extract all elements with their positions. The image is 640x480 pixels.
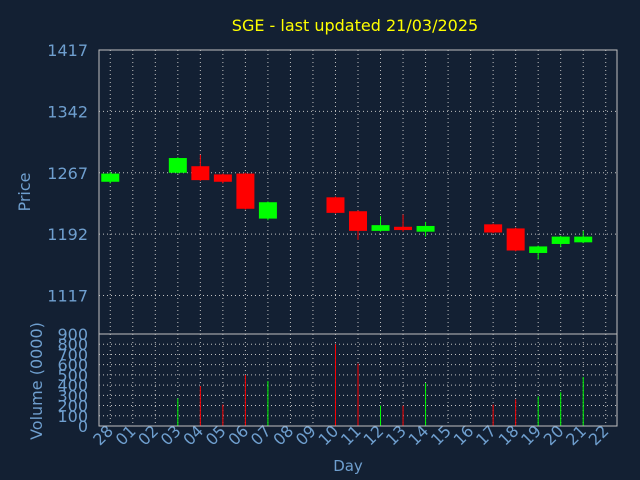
price-tick-label: 1192 bbox=[47, 225, 88, 244]
price-tick-label: 1117 bbox=[47, 287, 88, 306]
price-grid bbox=[99, 49, 617, 334]
candle-body bbox=[213, 174, 232, 182]
volume-tick-label: 600 bbox=[57, 356, 88, 375]
candle-body bbox=[529, 246, 548, 253]
candle-body bbox=[326, 197, 345, 213]
volume-tick-label: 500 bbox=[57, 366, 88, 385]
candle-body bbox=[551, 236, 570, 244]
x-axis-label: Day bbox=[333, 457, 363, 475]
volume-tick-label: 700 bbox=[57, 345, 88, 364]
price-tick-label: 1417 bbox=[47, 41, 88, 60]
candle-body bbox=[371, 225, 390, 231]
volume-tick-label: 800 bbox=[57, 335, 88, 354]
price-tick-label: 1342 bbox=[47, 102, 88, 121]
candle-body bbox=[394, 226, 413, 231]
candles bbox=[101, 154, 593, 260]
volume-tick-label: 200 bbox=[57, 397, 88, 416]
volume-bars bbox=[177, 344, 584, 426]
candle-body bbox=[168, 158, 187, 173]
price-tick-label: 1267 bbox=[47, 164, 88, 183]
volume-tick-label: 100 bbox=[57, 407, 88, 426]
candle-body bbox=[506, 228, 525, 251]
candle-body bbox=[416, 225, 435, 232]
chart-title: SGE - last updated 21/03/2025 bbox=[232, 16, 478, 35]
volume-tick-label: 0 bbox=[78, 417, 88, 436]
volume-axis-label: Volume (0000) bbox=[27, 322, 46, 440]
candle-body bbox=[258, 202, 277, 219]
volume-tick-label: 900 bbox=[57, 325, 88, 344]
volume-plot-frame bbox=[98, 333, 618, 427]
candle-body bbox=[236, 173, 255, 209]
candle-body bbox=[349, 211, 367, 231]
candle-body bbox=[191, 166, 210, 181]
price-y-ticks: 1417 1342 1267 1192 1117 bbox=[47, 41, 88, 306]
candle-body bbox=[484, 224, 503, 233]
candle-body bbox=[574, 236, 593, 243]
price-axis-label: Price bbox=[15, 172, 34, 211]
candle-body bbox=[101, 173, 120, 182]
volume-tick-label: 300 bbox=[57, 386, 88, 405]
volume-tick-label: 400 bbox=[57, 376, 88, 395]
